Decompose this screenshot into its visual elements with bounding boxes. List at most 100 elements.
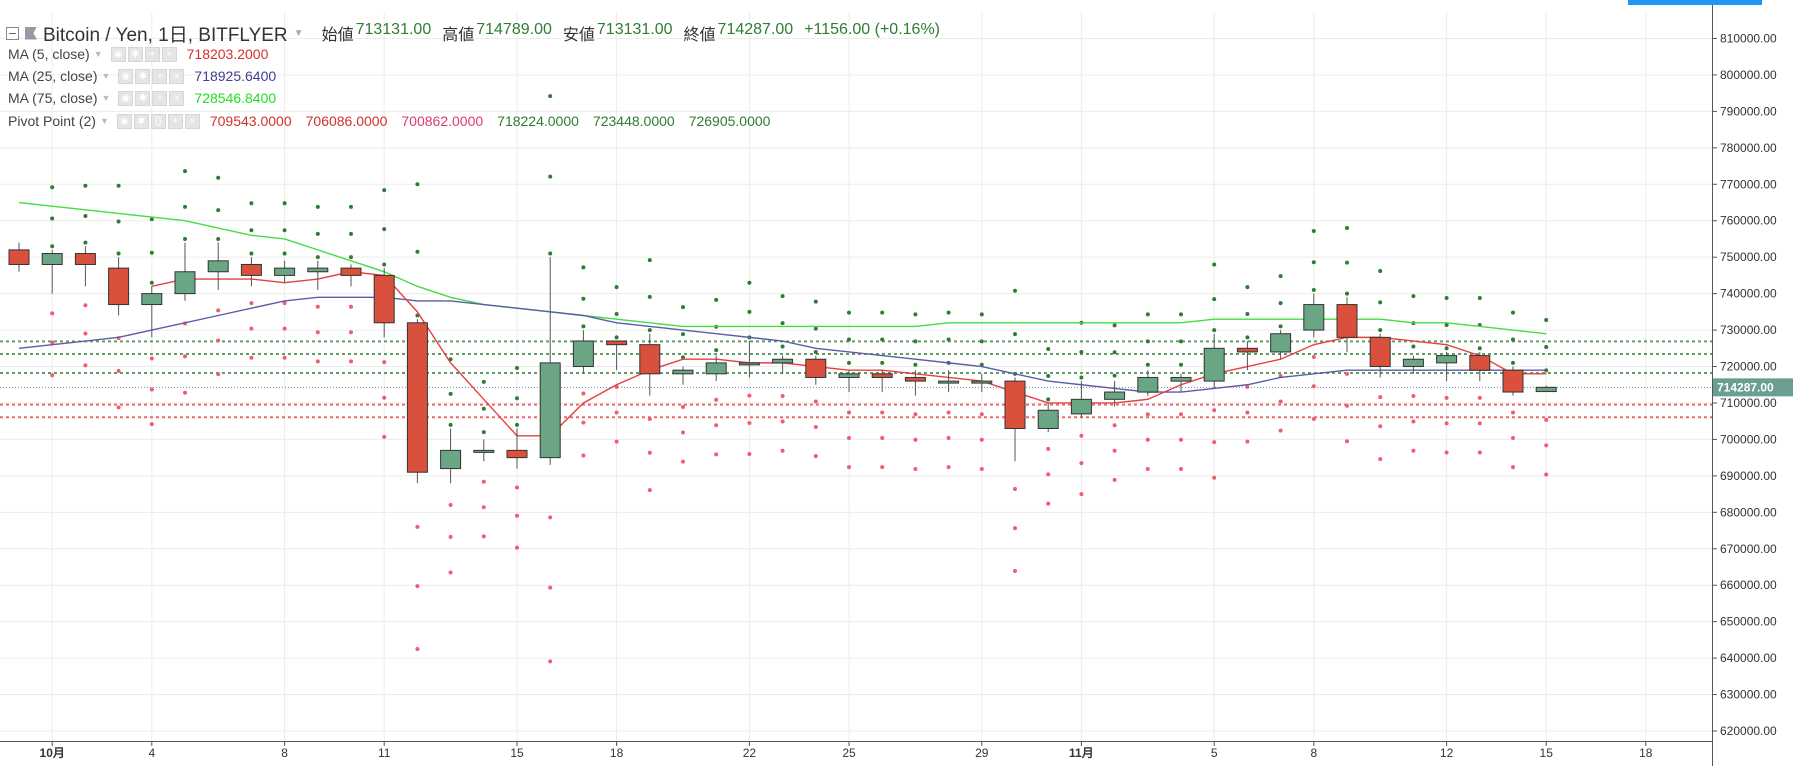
eye-icon[interactable]: ◉: [118, 68, 134, 84]
candle-body[interactable]: [1303, 304, 1325, 331]
indicator-name[interactable]: Pivot Point (2): [8, 113, 96, 129]
candle-body[interactable]: [1203, 347, 1225, 382]
candle-body[interactable]: [904, 376, 926, 382]
candle-body[interactable]: [1535, 386, 1557, 393]
gear-icon[interactable]: ✱: [127, 46, 143, 62]
chevron-down-icon[interactable]: ▼: [101, 71, 111, 81]
braces-icon[interactable]: {}: [150, 113, 166, 129]
candle-body[interactable]: [373, 274, 395, 324]
candle-body[interactable]: [1369, 336, 1391, 368]
close-icon[interactable]: ×: [169, 68, 185, 84]
candle-body[interactable]: [1402, 358, 1424, 368]
pivot-resistance-point: [1079, 349, 1084, 354]
pivot-resistance-point: [681, 305, 685, 310]
indicator-row[interactable]: MA (5, close) ▼ ◉ ✱ + × 718203.2000: [8, 45, 268, 63]
symbol-title[interactable]: Bitcoin / Yen, 1日, BITFLYER: [43, 24, 288, 46]
candle-body[interactable]: [1270, 333, 1292, 353]
pivot-resistance-point: [149, 250, 154, 255]
candle-body[interactable]: [639, 344, 661, 375]
price-tick-label: 810000.00: [1720, 32, 1777, 46]
candle-body[interactable]: [274, 267, 296, 276]
candle-body[interactable]: [805, 358, 827, 378]
candle-body[interactable]: [1137, 376, 1159, 393]
pivot-support-point: [249, 301, 254, 306]
candle-body[interactable]: [406, 322, 428, 473]
indicator-row[interactable]: MA (25, close) ▼ ◉ ✱ + × 718925.6400: [8, 67, 276, 85]
candle-body[interactable]: [539, 362, 561, 459]
candle-body[interactable]: [207, 260, 229, 273]
candle-body[interactable]: [705, 362, 727, 375]
pivot-resistance-point: [382, 188, 387, 193]
pivot-resistance-point: [349, 231, 353, 236]
candle-body[interactable]: [1037, 409, 1059, 429]
plus-icon[interactable]: +: [152, 68, 168, 84]
candle-body[interactable]: [108, 267, 130, 306]
candle-body[interactable]: [1469, 355, 1491, 371]
candle-body[interactable]: [971, 380, 993, 384]
candle-body[interactable]: [41, 253, 63, 265]
pivot-resistance-point: [415, 249, 420, 254]
indicator-name[interactable]: MA (25, close): [8, 68, 98, 84]
candle-body[interactable]: [141, 293, 163, 306]
plus-icon[interactable]: +: [167, 113, 183, 129]
candle-body[interactable]: [1104, 391, 1126, 400]
candle-body[interactable]: [1004, 380, 1026, 429]
chevron-down-icon[interactable]: ▼: [293, 27, 304, 39]
pivot-support-point: [282, 355, 287, 360]
eye-icon[interactable]: ◉: [110, 46, 126, 62]
candle-body[interactable]: [1170, 376, 1192, 382]
pivot-resistance-point: [1013, 332, 1017, 337]
candle-body[interactable]: [572, 340, 594, 368]
candle-body[interactable]: [240, 263, 262, 276]
plus-icon[interactable]: +: [144, 46, 160, 62]
chevron-down-icon[interactable]: ▼: [93, 49, 103, 59]
pivot-support-point: [614, 410, 619, 415]
candle-body[interactable]: [772, 358, 794, 364]
collapse-icon[interactable]: [6, 26, 19, 40]
pivot-support-point: [183, 390, 187, 395]
plus-icon[interactable]: +: [152, 90, 168, 106]
eye-icon[interactable]: ◉: [116, 113, 132, 129]
close-icon[interactable]: ×: [169, 90, 185, 106]
close-icon[interactable]: ×: [184, 113, 200, 129]
candle-body[interactable]: [473, 449, 495, 453]
candle-body[interactable]: [738, 362, 760, 366]
candle-body[interactable]: [506, 449, 528, 459]
candle-body[interactable]: [606, 340, 628, 346]
price-tick-label: 700000.00: [1720, 432, 1777, 446]
indicator-value: 728546.8400: [194, 90, 277, 106]
candle-body[interactable]: [838, 373, 860, 378]
candle-body[interactable]: [1236, 347, 1258, 353]
candle-body[interactable]: [340, 267, 362, 276]
indicator-row[interactable]: MA (75, close) ▼ ◉ ✱ + × 728546.8400: [8, 89, 276, 107]
gear-icon[interactable]: ✱: [135, 90, 151, 106]
pivot-support-point: [880, 435, 885, 440]
candle-body[interactable]: [440, 449, 462, 470]
candle-body[interactable]: [1436, 355, 1458, 364]
close-icon[interactable]: ×: [161, 46, 177, 62]
candle-body[interactable]: [871, 373, 893, 378]
pivot-resistance-point: [1378, 328, 1383, 333]
chevron-down-icon[interactable]: ▼: [99, 116, 109, 126]
pivot-support-point: [481, 505, 486, 510]
indicator-name[interactable]: MA (75, close): [8, 90, 98, 106]
candle-body[interactable]: [174, 271, 196, 295]
candle-body[interactable]: [1070, 398, 1092, 415]
candle-body[interactable]: [672, 369, 694, 375]
gear-icon[interactable]: ✱: [135, 68, 151, 84]
chevron-down-icon[interactable]: ▼: [101, 93, 111, 103]
toolbar-button[interactable]: [1628, 0, 1762, 5]
candle-body[interactable]: [8, 249, 30, 265]
candle-body[interactable]: [938, 380, 960, 384]
candle-body[interactable]: [74, 253, 96, 265]
eye-icon[interactable]: ◉: [118, 90, 134, 106]
pivot-support-point: [83, 331, 88, 336]
candle-body[interactable]: [307, 267, 329, 273]
indicator-row[interactable]: Pivot Point (2) ▼ ◉ ✱{} + × 709543.0000 706086.…: [8, 112, 770, 130]
indicator-value: 726905.0000: [688, 113, 771, 129]
candle-body[interactable]: [1336, 304, 1358, 338]
candle-body[interactable]: [1502, 369, 1524, 393]
gear-icon[interactable]: ✱: [133, 113, 149, 129]
indicator-name[interactable]: MA (5, close): [8, 46, 90, 62]
